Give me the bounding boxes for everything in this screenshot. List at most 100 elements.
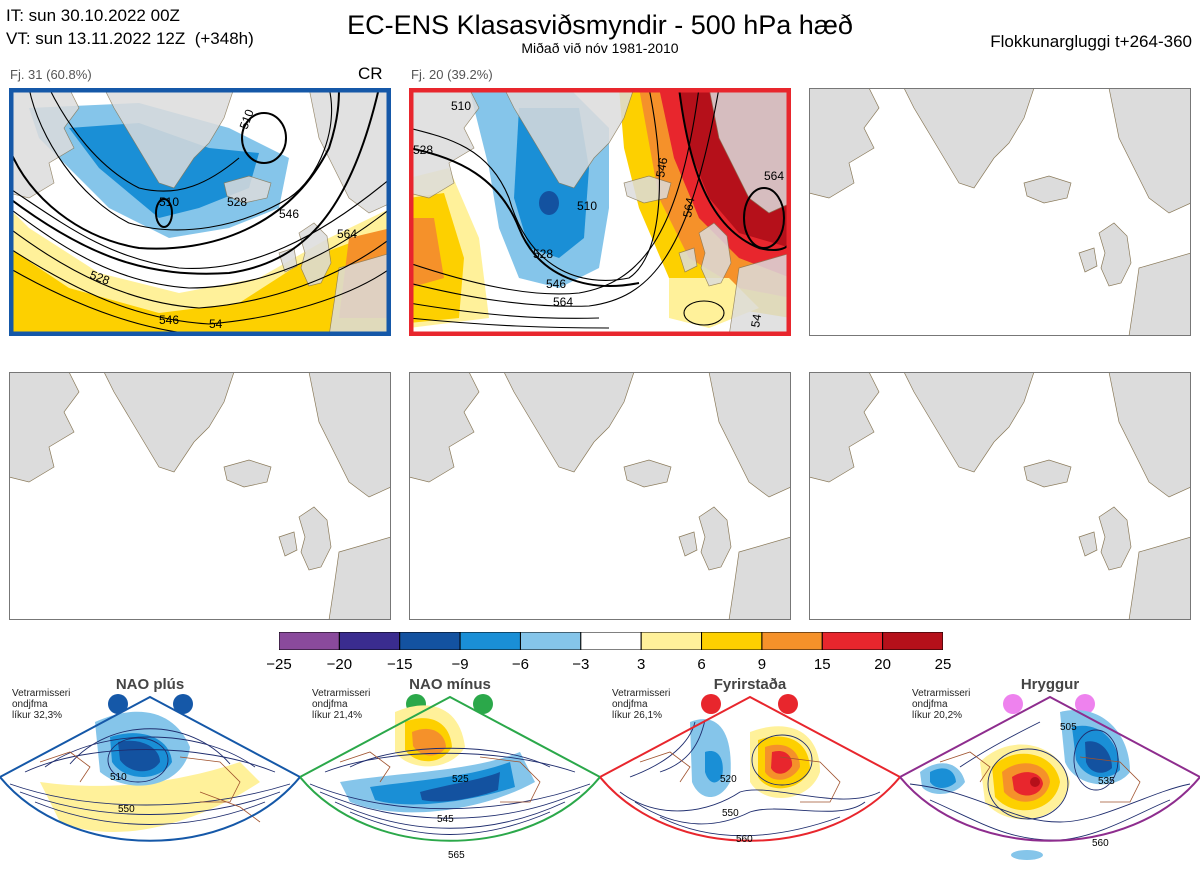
cluster-1-label: Fj. 31 (60.8%) bbox=[10, 67, 92, 82]
cluster-2-contour-label: 510 bbox=[451, 99, 471, 113]
cluster-2-contour-label: 564 bbox=[680, 196, 697, 218]
regime-contour-label: 550 bbox=[118, 804, 135, 815]
regime-contour-label: 510 bbox=[110, 772, 127, 783]
cluster-2-contour-label: 510 bbox=[577, 199, 597, 213]
regime-note: Vetrarmisseri ondjfma líkur 32,3% bbox=[12, 688, 92, 721]
colorbar-segment bbox=[399, 632, 461, 650]
regime-season: Vetrarmisseri bbox=[912, 688, 971, 699]
regime-probability: líkur 21,4% bbox=[312, 710, 363, 721]
page-subtitle: Miðað við nóv 1981-2010 bbox=[521, 40, 679, 56]
cluster-2-map: 510 528 510 528 546 564 546 564 564 54 bbox=[409, 88, 791, 336]
regime-contour-label: 560 bbox=[736, 834, 753, 845]
colorbar-tick-label: −3 bbox=[572, 656, 590, 673]
cluster-2-contour-label: 528 bbox=[533, 247, 553, 261]
regime-marker-dot bbox=[108, 694, 128, 714]
colorbar-segment bbox=[821, 632, 884, 650]
regime-season: Vetrarmisseri bbox=[312, 688, 371, 699]
regime-contour-label: 525 bbox=[452, 774, 469, 785]
regime-marker-dot bbox=[701, 694, 721, 714]
cluster-1-border bbox=[9, 88, 391, 336]
regime-blocking: Fyrirstaða Vetrarmisseri ondjfma líkur 2… bbox=[600, 672, 900, 871]
regime-title: Hryggur bbox=[1020, 676, 1080, 693]
regime-contour-label: 520 bbox=[720, 774, 737, 785]
cluster-2-contour-label: 546 bbox=[546, 277, 566, 291]
regime-title: NAO mínus bbox=[409, 676, 491, 693]
colorbar-tick-label: 20 bbox=[874, 656, 891, 673]
cluster-1-contour-label: 54 bbox=[209, 317, 223, 331]
colorbar-tick-label: −15 bbox=[386, 656, 413, 673]
regime-contour-label: 535 bbox=[1098, 776, 1115, 787]
cluster-2-label: Fj. 20 (39.2%) bbox=[411, 67, 493, 82]
regime-note: Vetrarmisseri ondjfma líkur 21,4% bbox=[312, 688, 392, 721]
cluster-2-contour-label: 564 bbox=[553, 295, 573, 309]
regime-ridge: Hryggur Vetrarmisseri ondjfma líkur 20,2… bbox=[900, 672, 1200, 871]
regime-title: Fyrirstaða bbox=[713, 676, 787, 693]
empty-map-panel bbox=[409, 372, 791, 620]
regime-months: ondjfma bbox=[312, 699, 348, 710]
regime-months: ondjfma bbox=[12, 699, 48, 710]
colorbar-tick-label: 25 bbox=[934, 656, 952, 673]
cluster-1-contour-label: 528 bbox=[88, 268, 112, 288]
regime-note: Vetrarmisseri ondjfma líkur 20,2% bbox=[912, 688, 992, 721]
colorbar-tick-label: −25 bbox=[266, 656, 292, 673]
regime-contour-label: 505 bbox=[1060, 722, 1077, 733]
regime-marker-dot bbox=[473, 694, 493, 714]
empty-map-panel bbox=[809, 372, 1191, 620]
regime-months: ondjfma bbox=[912, 699, 948, 710]
colorbar bbox=[279, 632, 943, 650]
empty-map-panel bbox=[809, 88, 1191, 336]
regime-contour-label: 545 bbox=[437, 814, 454, 825]
cluster-2-border bbox=[409, 88, 791, 336]
cluster-1-contour-label: 510 bbox=[159, 195, 179, 209]
regime-marker-dot bbox=[1075, 694, 1095, 714]
regime-marker-dot bbox=[1003, 694, 1023, 714]
cluster-1-tag: CR bbox=[358, 64, 383, 83]
regime-season: Vetrarmisseri bbox=[12, 688, 71, 699]
colorbar-tick-label: 3 bbox=[637, 656, 646, 673]
cluster-1-contour-label: 510 bbox=[237, 107, 257, 131]
regime-probability: líkur 32,3% bbox=[12, 710, 63, 721]
regime-marker-dot bbox=[173, 694, 193, 714]
colorbar-segment bbox=[701, 632, 763, 650]
colorbar-segment bbox=[640, 632, 703, 650]
cluster-2-contour-label: 54 bbox=[748, 313, 764, 329]
regime-nao-plus: NAO plús Vetrarmisseri ondjfma líkur 32,… bbox=[0, 672, 300, 871]
cluster-2-contour-label: 546 bbox=[653, 156, 670, 178]
cluster-1-contour-label: 528 bbox=[227, 195, 247, 209]
colorbar-tick-label: −6 bbox=[511, 656, 530, 673]
cluster-1-contour-label: 564 bbox=[337, 227, 357, 241]
empty-map-panel bbox=[9, 372, 391, 620]
regime-title: NAO plús bbox=[115, 676, 185, 693]
regime-months: ondjfma bbox=[612, 699, 648, 710]
regime-probability: líkur 26,1% bbox=[612, 710, 663, 721]
cluster-2-contour-label: 528 bbox=[413, 143, 433, 157]
regime-contour-label: 550 bbox=[722, 808, 739, 819]
cluster-2-contour-label: 564 bbox=[764, 169, 784, 183]
regime-marker-dot bbox=[778, 694, 798, 714]
colorbar-segment bbox=[519, 632, 582, 650]
colorbar-tick-label: 9 bbox=[757, 656, 767, 673]
regime-nao-minus: NAO mínus Vetrarmisseri ondjfma líkur 21… bbox=[300, 672, 600, 871]
colorbar-segment bbox=[279, 632, 340, 650]
cluster-1-contour-label: 546 bbox=[159, 313, 179, 327]
colorbar-tick-label: 6 bbox=[697, 656, 706, 673]
regime-season: Vetrarmisseri bbox=[612, 688, 671, 699]
regime-contour-label: 560 bbox=[1092, 838, 1109, 849]
colorbar-segment bbox=[882, 632, 943, 650]
valid-time: VT: sun 13.11.2022 12Z (+348h) bbox=[6, 29, 254, 48]
colorbar-segment bbox=[761, 632, 823, 650]
colorbar-tick-label: 15 bbox=[813, 656, 831, 673]
colorbar-tick-label: −9 bbox=[451, 656, 469, 673]
page-title: EC-ENS Klasasviðsmyndir - 500 hPa hæð bbox=[347, 10, 853, 40]
colorbar-segment bbox=[580, 632, 642, 650]
init-valid-time: IT: sun 30.10.2022 00Z VT: sun 13.11.2022… bbox=[6, 4, 254, 50]
cluster-1-map: 510 510 528 546 564 528 546 54 bbox=[9, 88, 391, 336]
colorbar-segment bbox=[338, 632, 401, 650]
regime-probability: líkur 20,2% bbox=[912, 710, 963, 721]
init-time: IT: sun 30.10.2022 00Z bbox=[6, 6, 180, 25]
classification-window: Flokkunargluggi t+264-360 bbox=[990, 32, 1192, 51]
regime-contour-label: 565 bbox=[448, 850, 465, 861]
colorbar-segment bbox=[459, 632, 521, 650]
colorbar-tick-label: −20 bbox=[326, 656, 353, 673]
cluster-1-contour-label: 546 bbox=[279, 207, 299, 221]
